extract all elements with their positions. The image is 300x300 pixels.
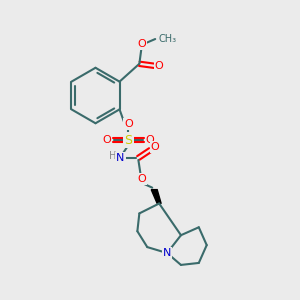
Text: S: S — [124, 134, 133, 147]
Text: N: N — [116, 153, 125, 163]
Text: CH₃: CH₃ — [158, 34, 176, 44]
Polygon shape — [151, 190, 161, 203]
Text: O: O — [137, 174, 146, 184]
Text: O: O — [151, 142, 160, 152]
Text: O: O — [155, 61, 164, 71]
Text: O: O — [124, 119, 133, 129]
Text: O: O — [137, 39, 146, 49]
Text: O: O — [146, 135, 154, 145]
Text: H: H — [109, 151, 116, 161]
Text: N: N — [163, 248, 171, 258]
Text: O: O — [102, 135, 111, 145]
